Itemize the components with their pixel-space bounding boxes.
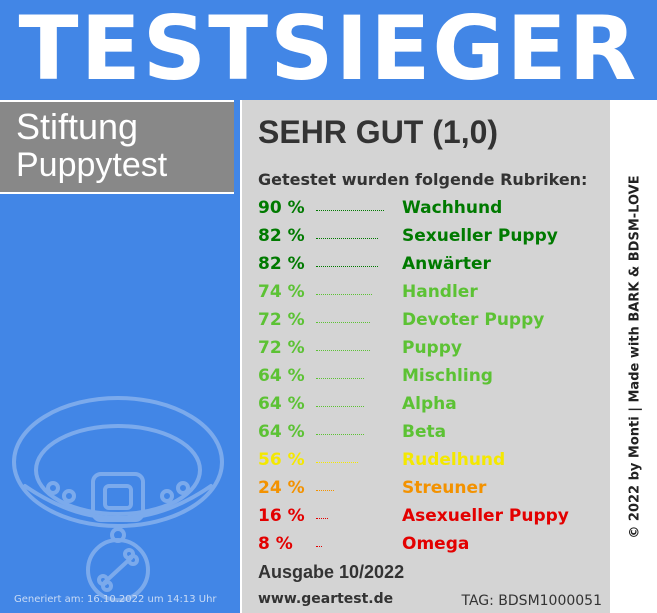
rubric-percent: 74 % xyxy=(258,282,305,302)
rubric-label: Omega xyxy=(402,534,470,554)
rubric-label: Beta xyxy=(402,422,447,442)
rubric-score-line xyxy=(316,490,334,491)
rubric-score-line xyxy=(316,294,372,295)
rubric-row: 82 % Sexueller Puppy xyxy=(258,226,598,254)
rubric-row: 72 % Devoter Puppy xyxy=(258,310,598,338)
website-link[interactable]: www.geartest.de xyxy=(258,591,394,607)
rubric-percent: 56 % xyxy=(258,450,305,470)
rubric-label: Streuner xyxy=(402,478,487,498)
rubric-row: 16 % Asexueller Puppy xyxy=(258,506,598,534)
rubric-percent: 82 % xyxy=(258,226,305,246)
rubric-score-line xyxy=(316,210,384,211)
rubric-score-line xyxy=(316,518,328,519)
rubric-score-line xyxy=(316,350,370,351)
rubric-score-line xyxy=(316,546,322,547)
rubric-row: 74 % Handler xyxy=(258,282,598,310)
rubric-label: Anwärter xyxy=(402,254,491,274)
rubric-score-line xyxy=(316,434,364,435)
rubric-row: 64 % Beta xyxy=(258,422,598,450)
rubric-percent: 72 % xyxy=(258,310,305,330)
brand-line2: Puppytest xyxy=(16,146,168,184)
rubric-percent: 8 % xyxy=(258,534,293,554)
credits-text: © 2022 by Monti | Made with BARK & BDSM-… xyxy=(627,174,642,539)
title-testsieger: TESTSIEGER xyxy=(0,0,657,98)
rubric-percent: 90 % xyxy=(258,198,305,218)
rubric-percent: 64 % xyxy=(258,422,305,442)
dog-collar-icon xyxy=(12,396,224,602)
generated-timestamp: Generiert am: 16.10.2022 um 14:13 Uhr xyxy=(14,594,217,605)
rubric-score-line xyxy=(316,462,358,463)
rubric-row: 72 % Puppy xyxy=(258,338,598,366)
grade-heading: SEHR GUT (1,0) xyxy=(258,114,499,150)
brand-box: Stiftung Puppytest xyxy=(0,100,234,194)
rubric-label: Wachhund xyxy=(402,198,503,218)
tag-code: TAG: BDSM1000051 xyxy=(461,593,602,609)
rubric-score-line xyxy=(316,238,378,239)
rubric-row: 82 % Anwärter xyxy=(258,254,598,282)
rubric-score-line xyxy=(316,378,364,379)
rubric-percent: 64 % xyxy=(258,366,305,386)
rubric-percent: 64 % xyxy=(258,394,305,414)
rubric-row: 8 % Omega xyxy=(258,534,598,562)
rubric-percent: 72 % xyxy=(258,338,305,358)
rubric-label: Handler xyxy=(402,282,478,302)
result-panel: SEHR GUT (1,0) Getestet wurden folgende … xyxy=(240,100,612,613)
rubric-percent: 24 % xyxy=(258,478,305,498)
issue-label: Ausgabe 10/2022 xyxy=(258,562,405,582)
rubric-row: 64 % Mischling xyxy=(258,366,598,394)
rubric-label: Devoter Puppy xyxy=(402,310,545,330)
rubric-row: 56 % Rudelhund xyxy=(258,450,598,478)
rubrics-subtitle: Getestet wurden folgende Rubriken: xyxy=(258,170,588,189)
rubric-label: Asexueller Puppy xyxy=(402,506,569,526)
rubric-label: Mischling xyxy=(402,366,493,386)
rubric-percent: 82 % xyxy=(258,254,305,274)
brand-line1: Stiftung xyxy=(16,106,139,147)
rubric-label: Alpha xyxy=(402,394,457,414)
rubric-row: 64 % Alpha xyxy=(258,394,598,422)
rubric-label: Sexueller Puppy xyxy=(402,226,558,246)
rubric-label: Puppy xyxy=(402,338,462,358)
credits-strip: © 2022 by Monti | Made with BARK & BDSM-… xyxy=(612,100,657,613)
rubric-score-line xyxy=(316,266,378,267)
rubric-score-line xyxy=(316,406,364,407)
rubric-label: Rudelhund xyxy=(402,450,506,470)
rubric-row: 90 % Wachhund xyxy=(258,198,598,226)
rubric-percent: 16 % xyxy=(258,506,305,526)
rubric-row: 24 % Streuner xyxy=(258,478,598,506)
rubric-score-line xyxy=(316,322,370,323)
